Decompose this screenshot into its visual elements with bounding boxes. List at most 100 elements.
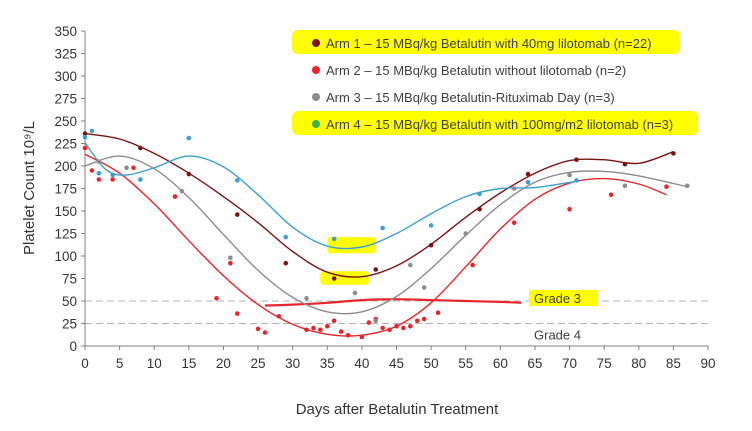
arm2-point	[318, 327, 323, 333]
arm2-point	[89, 168, 95, 173]
x-tick-label: 25	[251, 356, 266, 371]
x-tick-label: 50	[424, 356, 439, 371]
y-tick-label: 300	[54, 69, 77, 84]
arm1-point	[574, 157, 579, 162]
y-tick-label: 100	[54, 249, 77, 264]
arm2-point	[511, 220, 517, 225]
arm4-point	[283, 234, 289, 240]
highlight-layer	[320, 237, 376, 285]
arm2-point	[338, 329, 344, 334]
arm1-point	[477, 206, 482, 212]
grade-label-3: Grade 3	[534, 291, 581, 306]
arm4-point	[96, 170, 102, 176]
legend-highlight-arm4	[292, 111, 698, 135]
arm4-point	[428, 223, 434, 228]
arm1-point	[331, 276, 337, 281]
arm2-point	[380, 325, 385, 331]
arm4-point	[574, 178, 579, 183]
x-tick-label: 20	[216, 356, 231, 371]
arm2-point	[567, 206, 572, 212]
y-axis-title: Platelet Count 10⁹/L	[21, 121, 38, 255]
arm3-trend-line	[84, 155, 688, 315]
y-tick-label: 50	[62, 294, 77, 309]
arm2-point	[82, 145, 88, 151]
arm4-point	[138, 177, 143, 182]
arm1-point	[671, 151, 676, 156]
arm4-point	[89, 128, 95, 134]
arm4-point	[380, 225, 385, 231]
x-tick-label: 85	[666, 356, 681, 371]
arm4-point	[82, 134, 88, 140]
x-tick-label: 75	[597, 356, 612, 371]
arm2-point	[664, 184, 669, 189]
arm4-point	[477, 191, 482, 197]
arm2-point	[387, 327, 392, 333]
arm1-point	[283, 260, 289, 266]
arm1-point	[622, 161, 628, 167]
highlight-box-0	[327, 237, 376, 254]
arm2-point	[96, 177, 102, 182]
arm3-point	[179, 188, 185, 194]
arm3-point	[228, 255, 233, 261]
tick-labels: 0 5 10 15 20 25 30 35 40 45 50 55 60 65 70 75 80 85 90 0 25 5…	[54, 24, 715, 371]
y-tick-label: 0	[69, 339, 77, 354]
y-tick-label: 175	[54, 182, 77, 197]
arm1-point	[82, 131, 88, 136]
arm3-point	[567, 172, 572, 178]
arm2-point	[214, 296, 219, 301]
x-tick-label: 70	[562, 356, 577, 371]
arm1-point	[373, 267, 379, 272]
legend-label-arm3: Arm 3 – 15 MBq/kg Betalutin-Rituximab Da…	[326, 90, 615, 105]
arm2-point	[110, 177, 115, 182]
x-tick-label: 60	[493, 356, 508, 371]
grade-label-4: Grade 4	[534, 328, 581, 343]
arm2-point	[255, 326, 261, 332]
arm2-point	[324, 323, 330, 329]
arm2-point	[276, 314, 282, 319]
y-tick-label: 350	[54, 24, 77, 39]
x-tick-label: 15	[181, 356, 196, 371]
legend-highlight-arm1	[292, 30, 680, 54]
arm3-point	[511, 186, 517, 191]
arm4-point	[234, 178, 240, 183]
arm2-point	[414, 318, 420, 324]
arm1-point	[186, 171, 192, 177]
legend-marker-arm1	[312, 39, 320, 47]
legend: Arm 1 – 15 MBq/kg Betalutin with 40mg li…	[292, 30, 698, 135]
x-tick-label: 55	[458, 356, 473, 371]
y-tick-label: 250	[54, 114, 77, 129]
x-tick-label: 35	[320, 356, 335, 371]
arm2-point	[311, 325, 316, 331]
legend-marker-arm4	[312, 120, 320, 128]
arm1-trend-line	[84, 132, 674, 278]
arm1-point	[525, 171, 531, 177]
x-tick-label: 90	[700, 356, 715, 371]
arm2-point	[401, 325, 406, 331]
arm1-point	[234, 212, 240, 217]
arm4-point	[331, 236, 337, 242]
x-tick-label: 45	[389, 356, 404, 371]
arm4-trend-line	[84, 142, 577, 250]
y-tick-label: 75	[62, 272, 77, 287]
highlight-box-1	[320, 271, 369, 285]
reference-lines: Grade 3 Grade 4	[85, 290, 708, 343]
x-tick-label: 65	[527, 356, 542, 371]
legend-marker-arm3	[312, 93, 320, 101]
arm2-point	[331, 318, 337, 324]
arm2-point	[262, 330, 268, 335]
arm2-point	[234, 311, 240, 316]
legend-label-arm1: Arm 1 – 15 MBq/kg Betalutin with 40mg li…	[326, 36, 652, 51]
arm2-point	[228, 260, 233, 266]
arm4-point	[186, 135, 192, 141]
arm2-grade-trend-line	[264, 298, 522, 307]
x-axis-title: Days after Betalutin Treatment	[296, 401, 499, 418]
trend-lines	[84, 132, 688, 337]
arm3-point	[684, 183, 690, 189]
arm3-point	[124, 165, 129, 171]
arm2-point	[359, 334, 365, 340]
arm3-point	[373, 318, 379, 324]
y-tick-label: 225	[54, 137, 77, 152]
x-tick-label: 0	[81, 356, 89, 371]
arm2-point	[131, 165, 136, 171]
